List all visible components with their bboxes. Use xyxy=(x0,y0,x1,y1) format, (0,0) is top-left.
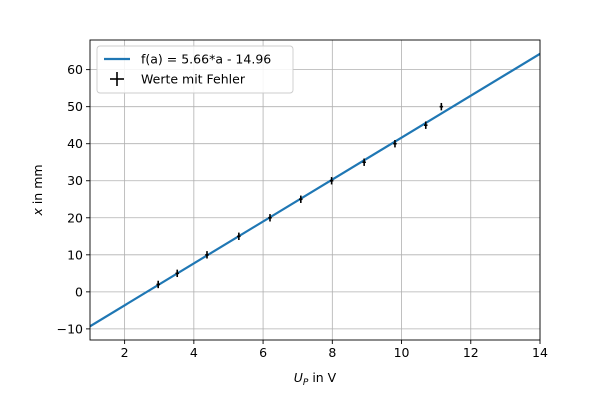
data-point xyxy=(329,177,334,185)
axis-labels: UP in V x in mm xyxy=(30,164,337,388)
y-axis-label: x in mm xyxy=(30,164,45,216)
x-tick-label: 14 xyxy=(532,345,548,360)
ticks: 2 4 6 8 10 12 14 −10 0 10 20 30 40 50 60 xyxy=(57,62,548,360)
y-axis-label-unit: in mm xyxy=(30,164,45,208)
data-point xyxy=(268,214,272,222)
x-tick-label: 12 xyxy=(463,345,479,360)
x-tick-label: 10 xyxy=(394,345,410,360)
y-tick-label: 50 xyxy=(67,99,83,114)
x-tick-label: 6 xyxy=(259,345,267,360)
y-tick-label: 30 xyxy=(67,173,83,188)
fit-line xyxy=(90,52,540,328)
data-point xyxy=(393,140,397,148)
legend-points-label: Werte mit Fehler xyxy=(141,72,246,87)
data-point xyxy=(439,102,444,111)
data-point xyxy=(362,158,366,166)
x-tick-label: 4 xyxy=(190,345,198,360)
legend-fit-line-label: f(a) = 5.66*a - 14.96 xyxy=(141,52,271,67)
data-point xyxy=(237,232,241,240)
data-point xyxy=(156,280,160,289)
x-axis-label-symbol: U xyxy=(294,370,303,385)
legend: f(a) = 5.66*a - 14.96 Werte mit Fehler xyxy=(96,45,294,94)
legend-box xyxy=(96,45,294,94)
plot-area xyxy=(90,52,540,328)
x-axis-label-subscript: P xyxy=(303,378,309,388)
y-tick-label: 20 xyxy=(67,210,83,225)
data-point xyxy=(299,195,303,203)
x-tick-label: 2 xyxy=(121,345,129,360)
data-point xyxy=(424,121,428,129)
y-tick-label: −10 xyxy=(57,321,83,336)
data-point xyxy=(175,269,179,278)
y-axis-label-symbol: x xyxy=(30,208,45,217)
y-tick-label: 60 xyxy=(67,62,83,77)
x-axis-label: UP in V xyxy=(294,370,337,388)
x-tick-label: 8 xyxy=(328,345,336,360)
axes xyxy=(89,39,541,341)
y-tick-label: 0 xyxy=(75,284,83,299)
x-axis-label-unit: in V xyxy=(308,370,336,385)
axes-frame xyxy=(89,39,541,341)
y-tick-label: 10 xyxy=(67,247,83,262)
y-tick-label: 40 xyxy=(67,136,83,151)
data-point xyxy=(205,251,209,259)
